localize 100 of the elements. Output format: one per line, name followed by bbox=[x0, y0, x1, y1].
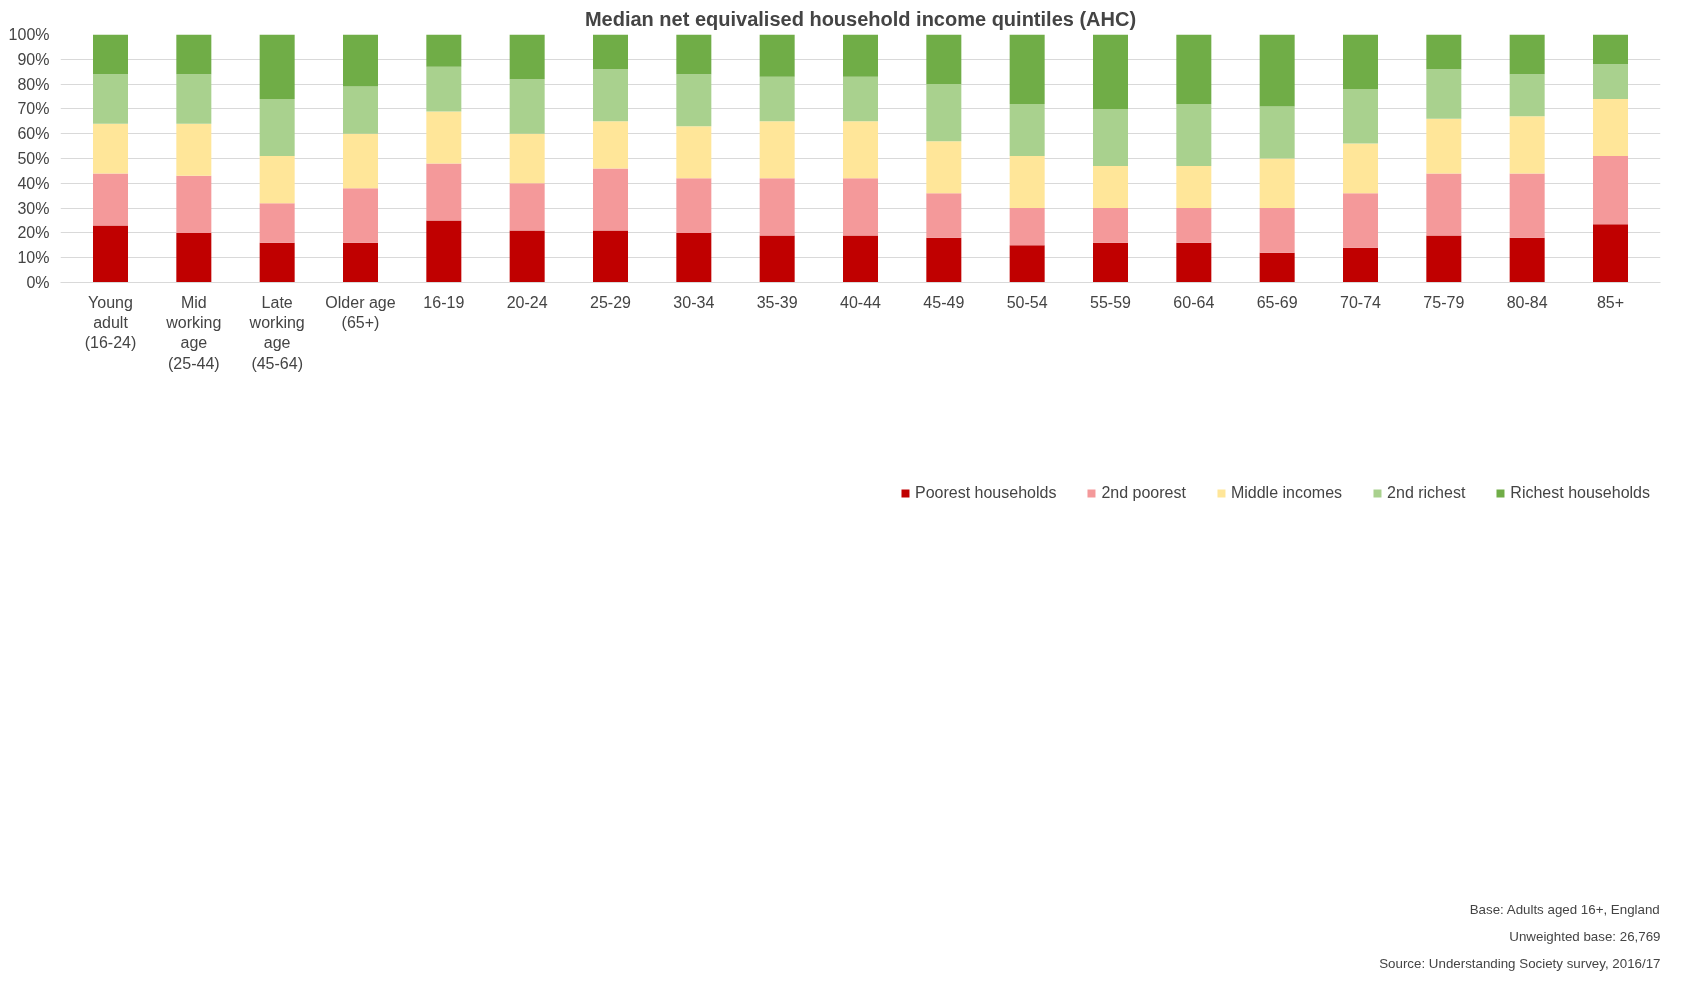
x-tick-label: 35-39 bbox=[756, 293, 798, 311]
bar bbox=[176, 123, 212, 176]
bar bbox=[1093, 34, 1128, 109]
bar bbox=[676, 74, 712, 127]
bar bbox=[1343, 89, 1378, 144]
bar bbox=[1176, 103, 1212, 166]
y-tick-label: 40% bbox=[17, 174, 50, 192]
bar bbox=[1176, 242, 1212, 283]
bar bbox=[1093, 108, 1128, 166]
bar bbox=[1259, 252, 1295, 283]
x-tick-label: Older age (65+) bbox=[325, 293, 396, 331]
bar bbox=[593, 34, 628, 70]
y-tick-label: 20% bbox=[17, 224, 50, 242]
bar bbox=[759, 235, 795, 283]
bar bbox=[1176, 165, 1212, 209]
bar bbox=[1176, 208, 1212, 243]
bar bbox=[93, 123, 128, 174]
bar bbox=[259, 98, 295, 157]
bar bbox=[426, 66, 462, 112]
bar bbox=[1093, 242, 1128, 283]
bar bbox=[593, 168, 628, 231]
y-tick-label: 100% bbox=[8, 26, 50, 43]
legend-label: 2nd poorest bbox=[1101, 484, 1186, 503]
bar bbox=[1009, 156, 1045, 209]
bar bbox=[1593, 98, 1628, 157]
y-tick-label: 60% bbox=[17, 125, 50, 143]
bar bbox=[343, 242, 378, 283]
bar bbox=[843, 76, 878, 122]
bar bbox=[926, 237, 962, 283]
bar bbox=[1259, 208, 1295, 253]
bar bbox=[509, 133, 545, 184]
bar bbox=[676, 34, 712, 75]
bar bbox=[1509, 34, 1545, 75]
x-tick-label: 55-59 bbox=[1090, 293, 1132, 311]
bar bbox=[1093, 165, 1128, 209]
bar bbox=[1009, 34, 1045, 104]
bar bbox=[176, 232, 212, 283]
x-tick-label: 40-44 bbox=[840, 293, 882, 311]
bar bbox=[509, 79, 545, 134]
x-tick-label: Young adult (16-24) bbox=[84, 293, 137, 352]
bar bbox=[759, 34, 795, 77]
legend-label: Middle incomes bbox=[1230, 484, 1343, 503]
bar bbox=[926, 141, 962, 194]
legend-label: Poorest households bbox=[914, 484, 1057, 503]
bar bbox=[759, 76, 795, 122]
bar bbox=[1343, 193, 1378, 248]
x-tick-label: 16-19 bbox=[423, 293, 465, 311]
bar bbox=[1426, 118, 1462, 174]
bar bbox=[1509, 237, 1545, 283]
y-tick-label: 0% bbox=[26, 274, 50, 291]
bar bbox=[176, 34, 212, 75]
text: Base: Adults aged 16+, England bbox=[1469, 901, 1660, 917]
text: Unweighted base: 26,769 bbox=[1509, 928, 1661, 944]
bar bbox=[343, 133, 378, 189]
x-tick-label: 60-64 bbox=[1173, 293, 1215, 311]
bar bbox=[843, 34, 878, 77]
bar bbox=[426, 111, 462, 164]
bar bbox=[843, 235, 878, 283]
bar bbox=[176, 175, 212, 233]
bar bbox=[843, 121, 878, 179]
bar bbox=[593, 69, 628, 122]
bar bbox=[1259, 158, 1295, 209]
bar bbox=[1593, 224, 1628, 283]
y-tick-label: 80% bbox=[17, 75, 50, 93]
y-tick-label: 10% bbox=[17, 249, 50, 267]
bar bbox=[676, 178, 712, 233]
source-note: Source: Understanding Society survey, 2016/17 bbox=[1379, 955, 1661, 971]
chart-title: Median net equivalised household income quintiles (AHC) bbox=[584, 7, 1137, 30]
bar bbox=[1176, 34, 1212, 104]
bar bbox=[259, 156, 295, 204]
x-tick-label: Mid working age (25-44) bbox=[165, 293, 222, 372]
bar bbox=[93, 173, 128, 226]
bar bbox=[1593, 34, 1628, 65]
bar bbox=[1426, 34, 1462, 70]
bar bbox=[343, 86, 378, 134]
y-tick-label: 90% bbox=[17, 50, 50, 68]
bar bbox=[259, 242, 295, 283]
bar bbox=[509, 230, 545, 283]
bar bbox=[593, 121, 628, 169]
x-tick-label: Late working age (45-64) bbox=[248, 293, 305, 372]
x-tick-label: 50-54 bbox=[1006, 293, 1048, 311]
bar bbox=[676, 126, 712, 179]
x-tick-label: 80-84 bbox=[1506, 293, 1548, 311]
x-tick-label: 45-49 bbox=[923, 293, 965, 311]
bar bbox=[759, 121, 795, 179]
bar bbox=[1259, 34, 1295, 107]
bar bbox=[1009, 245, 1045, 283]
bar bbox=[1093, 208, 1128, 243]
bar bbox=[1343, 34, 1378, 90]
bar bbox=[1509, 74, 1545, 117]
x-tick-label: 30-34 bbox=[673, 293, 715, 311]
x-tick-label: 75-79 bbox=[1423, 293, 1465, 311]
bar bbox=[676, 232, 712, 283]
bar bbox=[426, 163, 462, 221]
bar bbox=[259, 34, 295, 99]
bar bbox=[1509, 173, 1545, 238]
bar bbox=[93, 34, 128, 75]
bar bbox=[176, 74, 212, 124]
x-tick-label: 70-74 bbox=[1340, 293, 1382, 311]
bar bbox=[1426, 173, 1462, 236]
